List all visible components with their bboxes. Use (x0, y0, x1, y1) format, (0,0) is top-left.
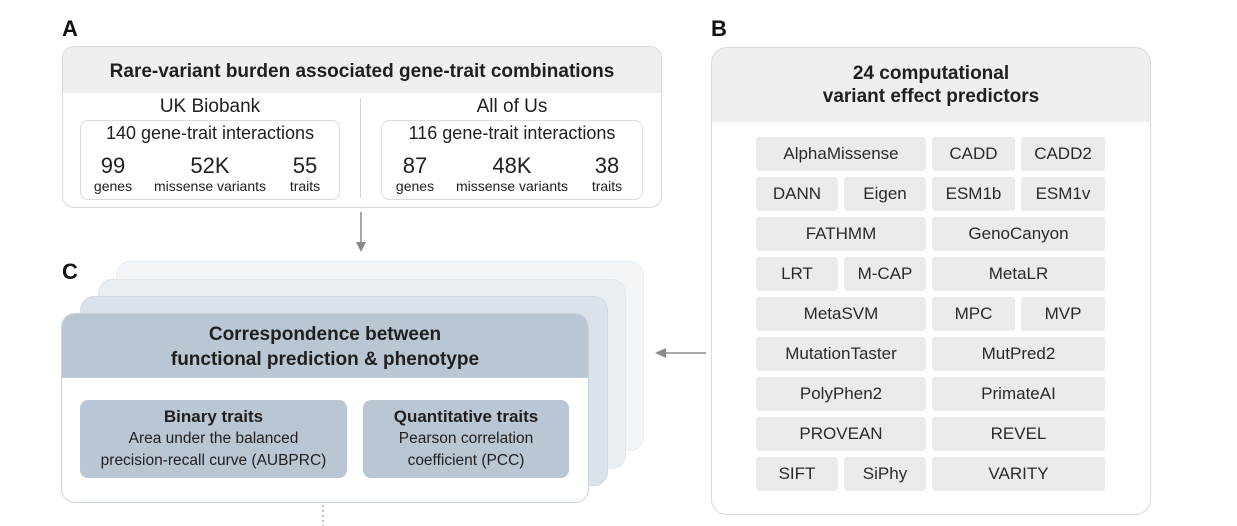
panel-letter-a: A (62, 16, 78, 41)
panel-c-header-line2: functional prediction & phenotype (170, 349, 480, 370)
panel-letter-b: B (711, 16, 727, 41)
predictor-chip: REVEL (932, 417, 1105, 451)
binary-traits-desc-2: precision-recall curve (AUBPRC) (100, 452, 327, 469)
predictor-chip: M-CAP (844, 257, 926, 291)
predictor-chip: CADD (932, 137, 1015, 171)
panel-b-header-line1: 24 computational (852, 63, 1010, 84)
cohort-box-ukb: 140 gene-trait interactions (80, 120, 340, 200)
stat-label: traits (591, 178, 623, 194)
interactions-label: 116 gene-trait interactions (408, 123, 616, 143)
panel-letter-c: C (62, 259, 78, 284)
stat-value: 55 (292, 153, 318, 178)
predictor-chip: DANN (756, 177, 838, 211)
stat-value: 52K (190, 153, 230, 178)
quantitative-traits-title: Quantitative traits (393, 407, 539, 426)
panel-c-header-line1: Correspondence between (208, 324, 442, 345)
predictor-chip: MVP (1021, 297, 1105, 331)
stat-traits: 38 traits (582, 153, 632, 195)
panel-b-header: 24 computational variant effect predicto… (712, 48, 1150, 122)
predictor-chip: MutPred2 (932, 337, 1105, 371)
predictor-chip: ESM1b (932, 177, 1015, 211)
interactions-label: 140 gene-trait interactions (105, 123, 315, 143)
stat-traits: 55 traits (280, 153, 330, 195)
predictor-chip: GenoCanyon (932, 217, 1105, 251)
stat-genes: 99 genes (88, 153, 138, 195)
stat-label: traits (289, 178, 321, 194)
quantitative-traits-desc-2: coefficient (PCC) (407, 452, 525, 469)
stat-label: genes (395, 178, 435, 194)
panel-c-header: Correspondence between functional predic… (62, 314, 588, 378)
predictor-chip: LRT (756, 257, 838, 291)
cohort-title-aou: All of Us (476, 96, 548, 117)
predictor-chip: ESM1v (1021, 177, 1105, 211)
stat-value: 99 (100, 153, 126, 178)
stat-value: 48K (492, 153, 532, 178)
stat-variants: 48K missense variants (442, 153, 582, 195)
predictor-chip: MetaSVM (756, 297, 926, 331)
predictor-chip: CADD2 (1021, 137, 1105, 171)
predictor-chip: SIFT (756, 457, 838, 491)
predictor-chip: MetaLR (932, 257, 1105, 291)
stat-value: 38 (594, 153, 620, 178)
predictor-chip: MPC (932, 297, 1015, 331)
predictor-chip: Eigen (844, 177, 926, 211)
arrow-head-down (356, 242, 366, 252)
cohort-title-ukb: UK Biobank (159, 96, 261, 117)
predictor-chip: MutationTaster (756, 337, 926, 371)
stat-label: genes (93, 178, 133, 194)
predictor-chip: FATHMM (756, 217, 926, 251)
predictor-chip: AlphaMissense (756, 137, 926, 171)
predictor-chip: PolyPhen2 (756, 377, 926, 411)
stat-variants: 52K missense variants (140, 153, 280, 195)
quantitative-traits-card: Quantitative traits Pearson correlation … (363, 400, 569, 478)
cohort-divider (360, 98, 361, 198)
stat-label: missense variants (153, 178, 267, 194)
stat-value: 87 (402, 153, 428, 178)
predictor-chip: PrimateAI (932, 377, 1105, 411)
arrow-head-left (655, 348, 666, 358)
predictor-chip: VARITY (932, 457, 1105, 491)
stat-genes: 87 genes (390, 153, 440, 195)
binary-traits-card: Binary traits Area under the balanced pr… (80, 400, 347, 478)
cohort-box-aou: 116 gene-trait interactions (381, 120, 643, 200)
predictor-chip: SiPhy (844, 457, 926, 491)
predictor-chip: PROVEAN (756, 417, 926, 451)
binary-traits-title: Binary traits (163, 407, 264, 426)
binary-traits-desc-1: Area under the balanced (128, 430, 299, 447)
panel-b-header-line2: variant effect predictors (822, 86, 1040, 107)
quantitative-traits-desc-1: Pearson correlation (398, 430, 534, 447)
stat-label: missense variants (455, 178, 569, 194)
panel-a-header: Rare-variant burden associated gene-trai… (63, 47, 661, 93)
